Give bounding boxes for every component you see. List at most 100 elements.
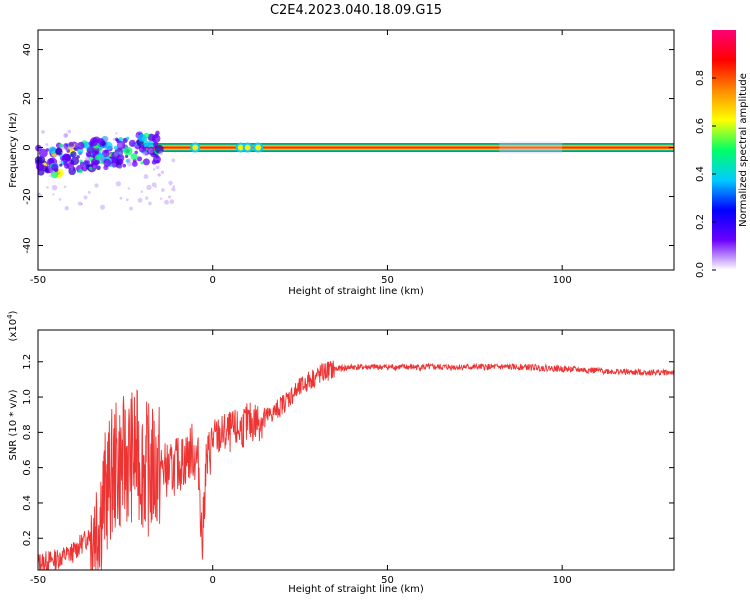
spectrogram-blob (77, 147, 84, 155)
spectrogram-faint-point (88, 162, 91, 165)
spectrogram-faint-point (61, 151, 64, 154)
spectrogram-blob (58, 143, 64, 148)
colorbar: 0.0 0.2 0.4 0.6 0.8 Normalized spectral ampl… (695, 30, 749, 278)
spectrogram-faint-point (70, 167, 74, 171)
spectrogram-blob (114, 137, 119, 142)
spectrogram-blob (116, 140, 126, 150)
spectrogram-faint-point (94, 183, 99, 188)
spectrogram-faint-point (171, 158, 176, 163)
spectrogram-knot-core (255, 144, 262, 151)
spectrogram-faint-point (159, 197, 163, 200)
spectrogram-faint-point (112, 137, 116, 141)
spectrogram-faint-point (137, 145, 140, 148)
snr-ytick-label: 0.4 (22, 495, 33, 511)
spectrogram-blob (35, 163, 44, 171)
spectrogram-faint-point (103, 167, 106, 170)
spectrogram-faint-point (60, 144, 66, 150)
colorbar-tick-label: 0.4 (695, 166, 706, 182)
snr-multiplier: (x104) (6, 310, 19, 341)
spectrogram-faint-point (125, 198, 129, 202)
spectrogram-faint-point (115, 132, 118, 135)
spectrogram-ytick-label: 20 (22, 92, 33, 105)
spectrogram-faint-point (119, 196, 123, 200)
spectrogram-blob (38, 148, 48, 158)
spectrogram-xlabel: Height of straight line (km) (288, 286, 424, 297)
spectrogram-xtick-label: 100 (553, 275, 572, 286)
spectrogram-blob (142, 158, 150, 166)
spectrogram-ylabel: Frequency (Hz) (8, 112, 19, 188)
spectrogram-blob (137, 156, 143, 162)
spectrogram-ytick-label: 40 (22, 43, 33, 56)
spectrogram-faint-point (67, 129, 72, 134)
spectrogram-faint-point (152, 168, 156, 171)
spectrogram-faint-point (115, 181, 122, 187)
spectrogram-faint-point (63, 133, 68, 138)
spectrogram-blob (138, 144, 142, 149)
spectrogram-knot-core (244, 144, 251, 151)
snr-ytick-label: 1.0 (22, 389, 33, 405)
spectrogram-faint-point (140, 190, 144, 193)
spectrogram-faint-point (87, 190, 91, 194)
spectrogram-faint-point (154, 185, 158, 188)
spectrogram-blob (112, 161, 116, 165)
spectrogram-faint-point (143, 174, 149, 180)
snr-ytick-label: 0.8 (22, 424, 33, 440)
spectrogram-faint-point (169, 199, 175, 204)
spectrogram-xtick-label: -50 (30, 275, 46, 286)
spectrogram-faint-point (144, 196, 149, 200)
spectrogram-blob (123, 146, 133, 156)
spectrogram-faint-point (148, 150, 151, 153)
spectrogram-faint-point (168, 180, 173, 186)
snr-ytick-label: 0.6 (22, 460, 33, 476)
spectrogram-blob (113, 145, 118, 150)
spectrogram-blob (34, 156, 43, 164)
spectrogram-blob (152, 138, 157, 142)
spectrogram-blob (138, 133, 146, 142)
spectrogram-blob (104, 141, 113, 151)
spectrogram-blob (79, 161, 85, 167)
spectrogram-faint-point (168, 195, 172, 199)
spectrogram-haze (499, 141, 563, 154)
spectrogram-faint-point (164, 199, 169, 205)
spectrogram-xtick-label: 0 (210, 275, 216, 286)
snr-xtick-label: -50 (30, 575, 46, 586)
spectrogram-blob (117, 164, 122, 169)
spectrogram-ytick-label: -20 (22, 188, 33, 204)
spectrogram-faint-point (134, 143, 137, 146)
spectrogram-blob (93, 147, 100, 154)
colorbar-tick-label: 0.8 (695, 70, 706, 86)
spectrogram-knot-core (237, 144, 244, 151)
spectrogram-blob (82, 141, 91, 149)
spectrogram-faint-point (160, 188, 165, 192)
colorbar-label: Normalized spectral amplitude (738, 73, 749, 227)
spectrogram-faint-point (84, 156, 90, 162)
spectrogram-faint-point (113, 151, 119, 157)
spectrogram-faint-point (151, 182, 157, 187)
spectrogram-blob (101, 141, 106, 147)
spectrogram-faint-point (163, 148, 167, 152)
spectrogram-blob (125, 154, 129, 158)
spectrogram-carrier-band (142, 146, 675, 149)
spectrogram-blob (78, 168, 83, 174)
spectrogram-blob (134, 150, 138, 155)
spectrogram-blob (77, 141, 85, 150)
spectrogram-blob (70, 156, 80, 166)
spectrogram-faint-point (137, 197, 143, 203)
snr-xtick-label: 50 (381, 575, 394, 586)
spectrogram-faint-point (99, 156, 105, 162)
spectrogram-faint-point (117, 164, 122, 169)
spectrogram-faint-point (126, 161, 133, 167)
spectrogram-faint-point (51, 184, 58, 191)
spectrogram-blob (70, 151, 77, 158)
spectrogram-blob (131, 161, 138, 167)
spectrogram-blob (44, 167, 49, 172)
snr-ylabel: SNR (10 * v/v) (8, 389, 19, 460)
spectrogram-blob (153, 141, 159, 147)
spectrogram-blob (101, 149, 110, 158)
spectrogram-blob (55, 147, 63, 156)
spectrogram-faint-point (92, 164, 97, 169)
spectrogram-faint-point (64, 146, 69, 151)
spectrogram-blob (103, 158, 112, 167)
spectrogram-blob (59, 163, 63, 167)
